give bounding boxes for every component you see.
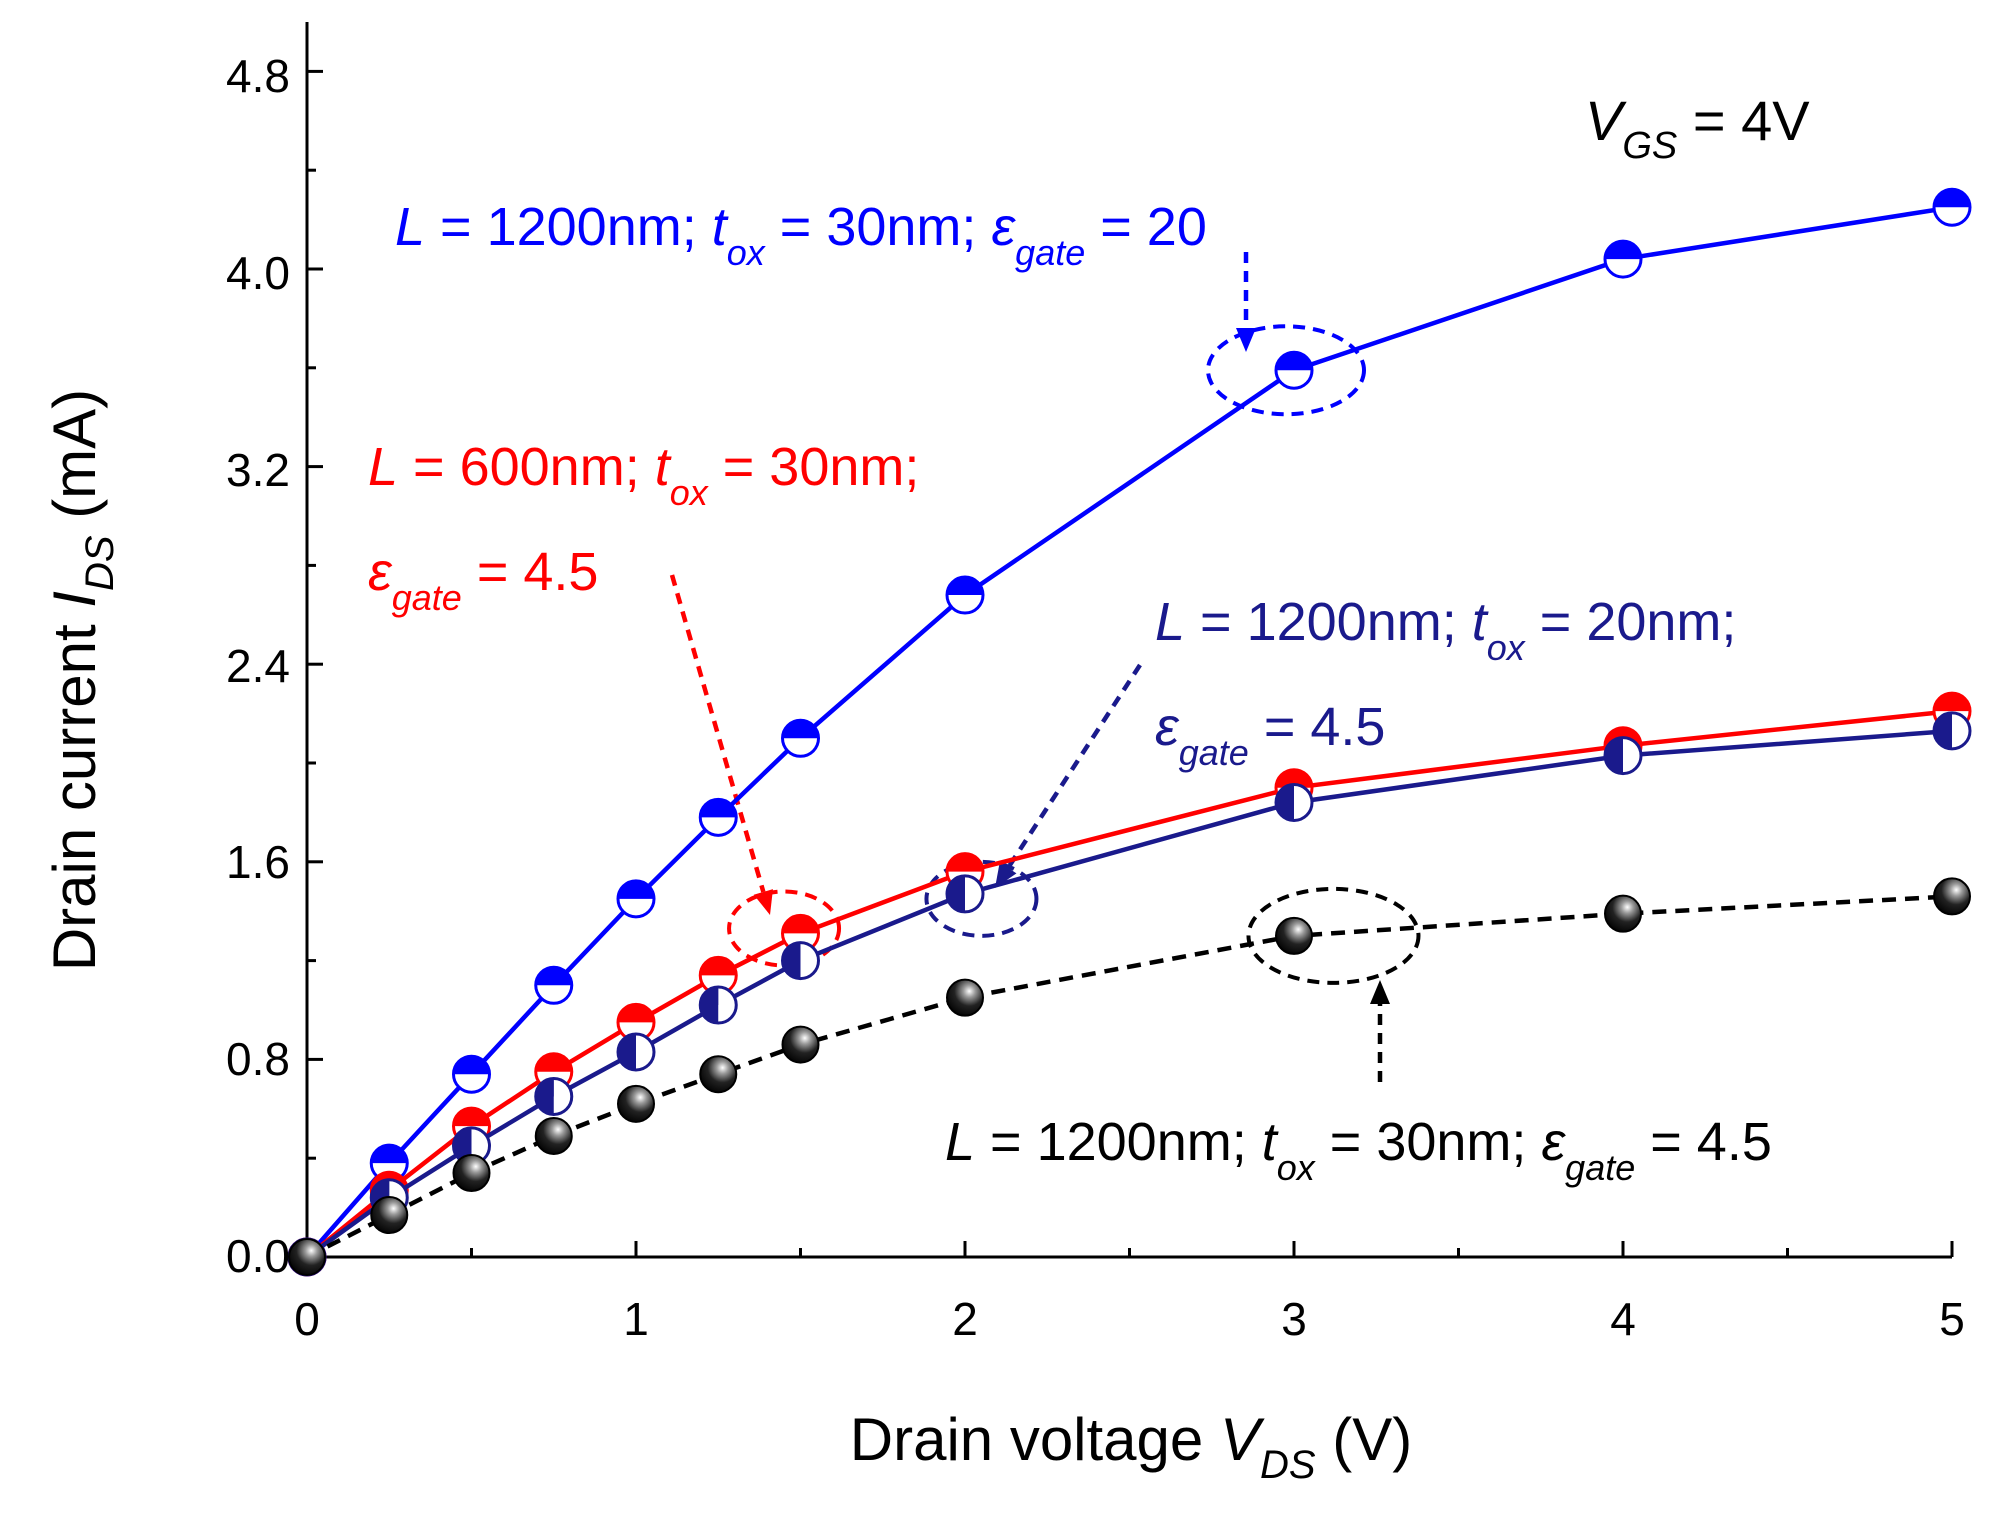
y-tick-label: 4.0 [226, 247, 290, 299]
data-point [616, 1032, 656, 1072]
data-point [781, 718, 820, 758]
annotation-arrow [1370, 980, 1390, 1082]
data-point [945, 575, 985, 615]
y-tick-label: 4.8 [226, 50, 290, 102]
y-tick-label: 3.2 [226, 444, 290, 496]
data-point [534, 1116, 573, 1155]
data-point [1274, 783, 1314, 823]
y-tick-label: 0.0 [226, 1230, 290, 1282]
series-3 [288, 877, 1971, 1276]
data-point [452, 1054, 491, 1094]
data-point [698, 985, 738, 1025]
data-point [946, 978, 984, 1017]
data-point [288, 1238, 326, 1276]
data-point [1932, 187, 1972, 227]
data-point [781, 941, 820, 981]
data-point [616, 1002, 656, 1042]
highlight-ellipse [727, 889, 842, 968]
x-axis-label: Drain voltage VDS (V) [850, 1406, 1412, 1487]
highlight-ellipse [924, 859, 1039, 938]
data-point [534, 1076, 574, 1116]
x-tick-label: 5 [1939, 1293, 1965, 1345]
data-point [945, 874, 985, 914]
highlight-ellipse [1246, 886, 1421, 985]
data-point [617, 1084, 655, 1123]
highlight-ellipse [1206, 324, 1366, 417]
y-tick-labels: 0.0 0.8 1.6 2.4 3.2 4.0 4.8 [226, 50, 290, 1282]
data-point [1932, 711, 1972, 751]
y-tick-label: 1.6 [226, 836, 290, 888]
annotations [669, 252, 1421, 1082]
x-tick-label: 1 [623, 1293, 649, 1345]
series-label: εgate = 4.5 [368, 542, 598, 618]
annotation-arrow [995, 663, 1142, 888]
data-point [534, 965, 574, 1005]
y-tick-label: 2.4 [226, 640, 290, 692]
data-point [781, 1025, 820, 1064]
data-point [698, 797, 738, 837]
series-layer [287, 187, 1972, 1277]
x-tick-label: 3 [1281, 1293, 1307, 1345]
data-point [369, 1143, 409, 1183]
series-label: L = 1200nm; tox = 30nm; εgate = 4.5 [945, 1112, 1772, 1188]
data-point [1603, 239, 1643, 279]
annotation-arrow [1236, 252, 1256, 352]
data-point [698, 955, 738, 995]
y-axis-label: Drain current IDS (mA) [41, 389, 122, 971]
x-tick-label: 2 [952, 1293, 978, 1345]
data-point [452, 1154, 491, 1193]
annotation-arrow [669, 574, 773, 915]
data-point [370, 1196, 409, 1235]
series-labels: L = 1200nm; tox = 30nm; εgate = 20 L = 60… [368, 197, 1772, 1188]
x-tick-labels: 0 1 2 3 4 5 [294, 1293, 1965, 1345]
data-point [1604, 894, 1642, 933]
data-point [1603, 736, 1643, 776]
series-label: L = 1200nm; tox = 30nm; εgate = 20 [395, 197, 1207, 273]
data-point [616, 879, 656, 919]
y-tick-label: 0.8 [226, 1033, 290, 1085]
condition-label: VGS = 4V [1585, 89, 1810, 167]
series-label: L = 1200nm; tox = 20nm; [1155, 592, 1736, 668]
series-label: εgate = 4.5 [1155, 697, 1385, 773]
data-point [699, 1055, 738, 1094]
data-point [1933, 877, 1971, 916]
series-label: L = 600nm; tox = 30nm; [368, 437, 919, 513]
x-tick-label: 0 [294, 1293, 320, 1345]
x-tick-label: 4 [1610, 1293, 1636, 1345]
data-point [1275, 916, 1313, 955]
data-point [1274, 350, 1314, 390]
